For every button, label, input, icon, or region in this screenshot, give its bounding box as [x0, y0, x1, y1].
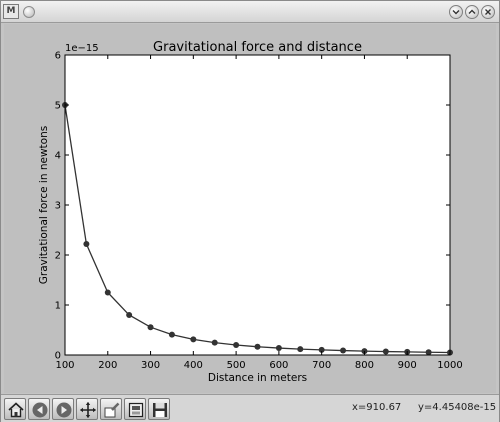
cursor-x-readout: x=910.67: [352, 402, 402, 413]
window-menu-button[interactable]: [23, 6, 35, 18]
x-tick-label: 800: [355, 360, 374, 371]
data-point: [254, 343, 261, 350]
data-point: [382, 348, 389, 355]
data-point: [190, 336, 197, 343]
chevron-up-icon: [468, 9, 476, 14]
data-point: [340, 347, 347, 354]
zoom-button[interactable]: [100, 398, 122, 420]
zoom-icon: [104, 402, 120, 418]
home-icon: [8, 402, 24, 418]
maximize-button[interactable]: [465, 5, 479, 19]
x-tick-label: 400: [184, 360, 203, 371]
navigation-toolbar: x=910.67 y=4.45408e-15: [1, 394, 499, 422]
data-point: [126, 312, 133, 318]
save-button[interactable]: [148, 398, 170, 420]
forward-button[interactable]: [52, 398, 74, 420]
y-tick-label: 3: [55, 201, 61, 212]
data-point: [168, 331, 175, 338]
pan-icon: [80, 402, 96, 418]
x-tick-label: 1000: [437, 360, 462, 371]
y-axis-label: Gravitational force in newtons: [38, 126, 50, 284]
data-point: [104, 289, 111, 296]
data-point: [425, 349, 432, 356]
app-logo: M: [3, 4, 19, 19]
x-tick-label: 700: [312, 360, 331, 371]
home-button[interactable]: [4, 398, 26, 420]
data-point: [318, 346, 325, 353]
subplots-button[interactable]: [124, 398, 146, 420]
data-point: [297, 346, 304, 353]
close-icon: [485, 9, 491, 15]
pan-button[interactable]: [76, 398, 98, 420]
data-point: [83, 241, 90, 247]
chart-title: Gravitational force and distance: [153, 40, 362, 55]
close-button[interactable]: [481, 5, 495, 19]
chart: 100 200 300 400 500 600 700 800 900 1000 0 1 2 3 4 5 6 1e…: [38, 40, 463, 384]
data-point: [147, 324, 154, 331]
figure-canvas[interactable]: 100 200 300 400 500 600 700 800 900 1000 0 1 2 3 4 5 6 1e…: [4, 24, 496, 393]
chevron-down-icon: [452, 10, 460, 15]
forward-arrow-icon: [56, 402, 72, 418]
y-tick-label: 1: [55, 301, 61, 312]
plot-area: [65, 55, 450, 355]
x-tick-label: 900: [398, 360, 417, 371]
y-tick-label: 5: [55, 101, 61, 112]
cursor-y-readout: y=4.45408e-15: [418, 402, 497, 413]
back-button[interactable]: [28, 398, 50, 420]
y-tick-label: 0: [55, 351, 61, 362]
data-point: [275, 345, 282, 352]
y-tick-label: 2: [55, 251, 61, 262]
x-axis-label: Distance in meters: [208, 372, 307, 384]
y-tick-label: 4: [55, 151, 61, 162]
subplots-icon: [128, 402, 144, 418]
x-tick-label: 600: [269, 360, 288, 371]
data-point: [233, 342, 240, 348]
y-tick-label: 6: [55, 51, 61, 62]
x-tick-label: 200: [98, 360, 117, 371]
x-tick-label: 500: [227, 360, 246, 371]
title-bar: M: [1, 1, 499, 23]
x-tick-label: 100: [55, 360, 74, 371]
y-offset-text: 1e−15: [65, 43, 99, 54]
data-point: [211, 339, 218, 346]
back-arrow-icon: [32, 402, 48, 418]
minimize-button[interactable]: [449, 5, 463, 19]
save-icon: [153, 403, 167, 417]
x-tick-label: 300: [141, 360, 160, 371]
